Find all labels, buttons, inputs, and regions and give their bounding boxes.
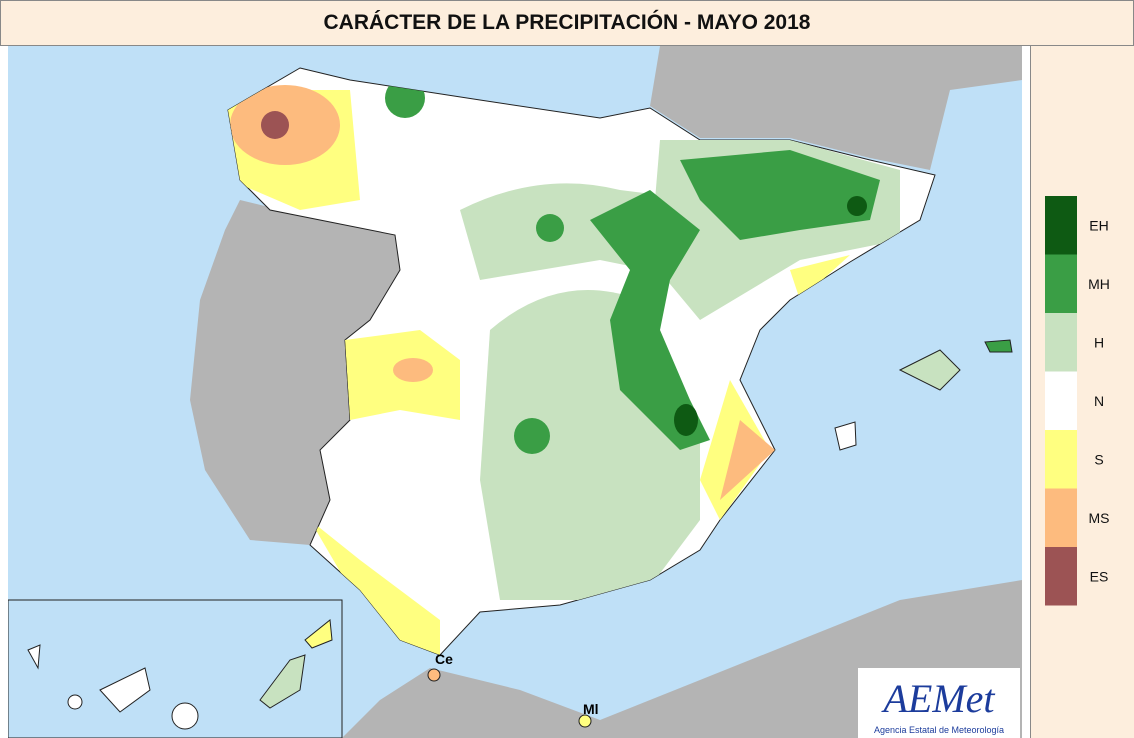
- map-title: CARÁCTER DE LA PRECIPITACIÓN - MAYO 2018: [0, 0, 1134, 46]
- legend-swatch: [1045, 196, 1077, 255]
- legend-swatch: [1045, 430, 1077, 489]
- legend-label: ES: [1090, 568, 1109, 584]
- logo-subtitle: Agencia Estatal de Meteorología: [874, 725, 1004, 735]
- map: Ce Ml AEMet Agencia Estatal de Meteorolo…: [8, 46, 1022, 738]
- legend-label: H: [1094, 334, 1104, 350]
- legend-swatch: [1045, 255, 1077, 314]
- island: [172, 703, 198, 729]
- ceuta: [428, 669, 440, 681]
- legend-label: MS: [1089, 510, 1110, 526]
- island: [68, 695, 82, 709]
- legend-label: EH: [1089, 217, 1108, 233]
- legend-swatch: [1045, 372, 1077, 431]
- logo: AEMet: [880, 676, 995, 721]
- legend-label: S: [1094, 451, 1103, 467]
- place-label: Ce: [435, 651, 453, 667]
- menorca: [985, 340, 1012, 352]
- legend-label: N: [1094, 393, 1104, 409]
- legend-swatch: [1045, 489, 1077, 548]
- place-label: Ml: [583, 701, 599, 717]
- legend: EH MH H N S MS ES: [1030, 46, 1134, 738]
- legend-swatch: [1045, 313, 1077, 372]
- legend-label: MH: [1088, 276, 1110, 292]
- page: {"title": "CARÁCTER DE LA PRECIPITACIÓN …: [0, 0, 1134, 738]
- legend-swatch: [1045, 547, 1077, 606]
